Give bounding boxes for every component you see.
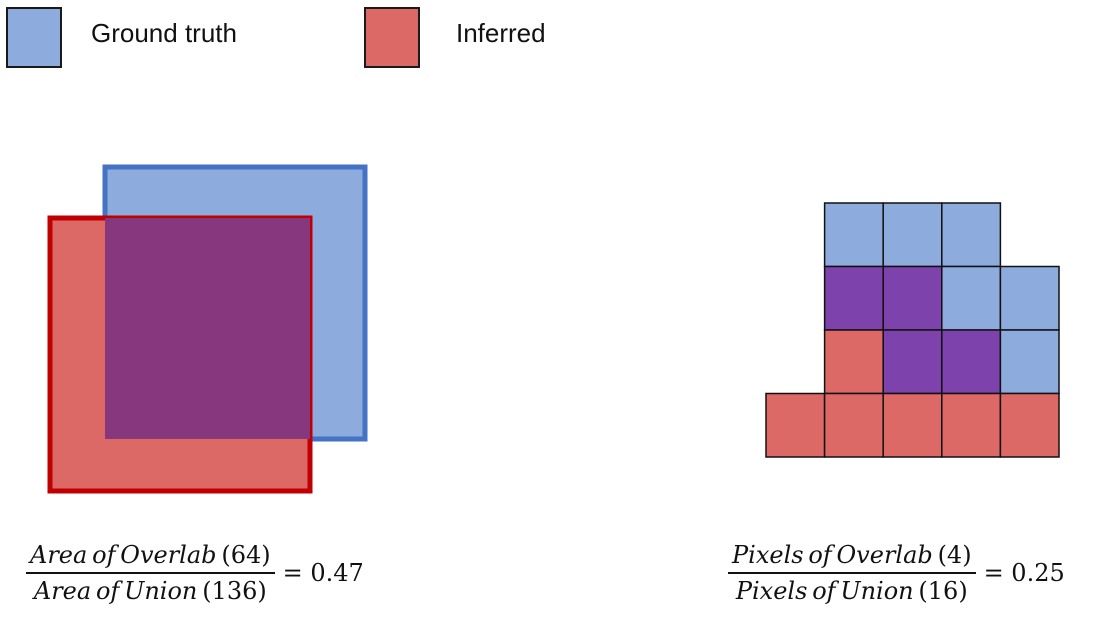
- ground-truth-pixel: [999, 265, 1060, 331]
- inferred-pixel: [882, 392, 943, 458]
- ground-truth-pixel: [882, 202, 943, 268]
- inferred-pixel: [823, 329, 884, 395]
- overlap-pixel: [882, 265, 943, 331]
- pixel-iou-result: = 0.25: [983, 559, 1065, 587]
- overlap-pixel: [941, 329, 1002, 395]
- ground-truth-pixel: [941, 265, 1002, 331]
- pixel-fraction: Pixels of Overlab (4) Pixels of Union (1…: [728, 541, 976, 605]
- area-iou-formula: Area of Overlab (64) Area of Union (136)…: [26, 541, 364, 605]
- pixel-denominator: Pixels of Union (16): [735, 577, 968, 605]
- area-overlap-illustration: [47, 164, 368, 494]
- inferred-pixel: [941, 392, 1002, 458]
- inferred-pixel: [999, 392, 1060, 458]
- overlap-pixel: [823, 265, 884, 331]
- legend-label-inferred: Inferred: [456, 18, 546, 48]
- inferred-pixel: [823, 392, 884, 458]
- inferred-pixel: [765, 392, 826, 458]
- area-denominator: Area of Union (136): [33, 577, 267, 605]
- pixel-iou-formula: Pixels of Overlab (4) Pixels of Union (1…: [728, 541, 1065, 605]
- area-iou-result: = 0.47: [282, 559, 364, 587]
- area-fraction: Area of Overlab (64) Area of Union (136): [26, 541, 275, 605]
- area-numerator: Area of Overlab (64): [26, 541, 275, 574]
- pixel-numerator: Pixels of Overlab (4): [728, 541, 976, 574]
- ground-truth-pixel: [999, 329, 1060, 395]
- overlap-region: [105, 218, 310, 439]
- pixel-grid: [765, 202, 1060, 458]
- legend-swatch-ground-truth: [6, 7, 62, 68]
- ground-truth-pixel: [941, 202, 1002, 268]
- legend-label-ground-truth: Ground truth: [91, 18, 237, 48]
- ground-truth-pixel: [823, 202, 884, 268]
- legend-swatch-inferred: [364, 7, 420, 68]
- overlap-pixel: [882, 329, 943, 395]
